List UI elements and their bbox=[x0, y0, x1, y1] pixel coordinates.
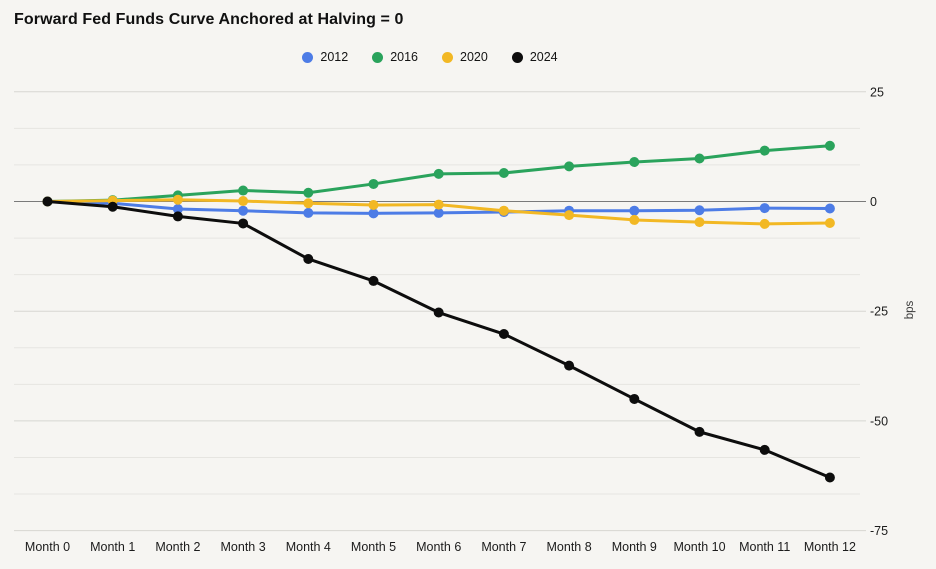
x-tick-label: Month 9 bbox=[612, 540, 657, 554]
data-point-2012-m10 bbox=[694, 205, 705, 216]
data-point-2020-m6 bbox=[433, 199, 444, 210]
data-point-2016-m8 bbox=[564, 161, 575, 172]
data-point-2016-m9 bbox=[629, 157, 640, 168]
legend-item-2024[interactable]: 2024 bbox=[511, 50, 558, 64]
legend-swatch-2020-icon bbox=[442, 51, 453, 63]
x-tick-label: Month 4 bbox=[286, 540, 331, 554]
data-point-2012-m9 bbox=[629, 205, 640, 216]
y-tick-label: -75 bbox=[870, 524, 888, 538]
x-tick-label: Month 10 bbox=[673, 540, 725, 554]
data-point-2012-m4 bbox=[303, 207, 314, 218]
data-point-2024-m10 bbox=[694, 426, 705, 437]
data-point-2020-m4 bbox=[303, 198, 314, 209]
data-point-2024-m11 bbox=[759, 444, 770, 455]
data-point-2012-m12 bbox=[824, 203, 835, 214]
data-point-2020-m5 bbox=[368, 200, 379, 211]
data-point-2020-m10 bbox=[694, 217, 705, 228]
data-point-2020-m8 bbox=[564, 210, 575, 221]
x-tick-label: Month 6 bbox=[416, 540, 461, 554]
data-point-2024-m6 bbox=[433, 307, 444, 318]
legend-item-2016[interactable]: 2016 bbox=[372, 50, 418, 64]
data-point-2024-m7 bbox=[498, 329, 509, 340]
data-point-2016-m3 bbox=[238, 185, 249, 196]
data-point-2020-m7 bbox=[498, 205, 509, 216]
x-tick-label: Month 7 bbox=[481, 540, 526, 554]
data-point-2024-m9 bbox=[629, 393, 640, 404]
data-point-2020-m11 bbox=[759, 218, 770, 229]
x-tick-label: Month 0 bbox=[25, 540, 70, 554]
data-point-2016-m12 bbox=[824, 140, 835, 151]
data-point-2020-m2 bbox=[172, 194, 183, 205]
legend: 2012 2016 2020 2024 bbox=[0, 50, 860, 64]
y-tick-label: 25 bbox=[870, 85, 884, 99]
data-point-2016-m4 bbox=[303, 187, 314, 198]
data-point-2016-m11 bbox=[759, 145, 770, 156]
x-tick-label: Month 12 bbox=[804, 540, 856, 554]
data-point-2012-m11 bbox=[759, 203, 770, 214]
data-point-2012-m2 bbox=[172, 203, 183, 214]
legend-swatch-2016-icon bbox=[372, 51, 384, 63]
x-tick-label: Month 3 bbox=[221, 540, 266, 554]
data-point-2024-m0 bbox=[42, 196, 53, 207]
series-line-2024 bbox=[46, 200, 832, 480]
x-tick-label: Month 11 bbox=[739, 540, 790, 554]
legend-label-2020: 2020 bbox=[460, 50, 488, 64]
legend-swatch-2024-icon bbox=[511, 51, 523, 63]
data-point-2016-m6 bbox=[433, 168, 444, 179]
data-point-2020-m9 bbox=[629, 214, 640, 225]
x-tick-label: Month 8 bbox=[547, 540, 592, 554]
chart-title: Forward Fed Funds Curve Anchored at Halv… bbox=[14, 11, 404, 28]
data-point-2024-m3 bbox=[238, 218, 249, 229]
x-tick-label: Month 1 bbox=[90, 540, 135, 554]
y-tick-label: -25 bbox=[870, 305, 888, 319]
data-point-2016-m5 bbox=[368, 178, 379, 189]
legend-label-2016: 2016 bbox=[390, 50, 418, 64]
data-point-2024-m5 bbox=[368, 275, 379, 286]
data-point-2016-m7 bbox=[498, 167, 509, 178]
data-point-2024-m4 bbox=[303, 253, 314, 264]
data-point-2024-m12 bbox=[824, 472, 835, 483]
y-tick-label: -50 bbox=[870, 414, 888, 428]
data-point-2016-m10 bbox=[694, 153, 705, 164]
data-point-2024-m2 bbox=[172, 211, 183, 222]
data-point-2024-m1 bbox=[107, 201, 118, 212]
x-tick-label: Month 5 bbox=[351, 540, 396, 554]
y-tick-label: 0 bbox=[870, 195, 877, 209]
x-tick-label: Month 2 bbox=[155, 540, 200, 554]
data-point-2012-m5 bbox=[368, 208, 379, 219]
legend-item-2012[interactable]: 2012 bbox=[302, 50, 348, 64]
legend-item-2020[interactable]: 2020 bbox=[442, 50, 488, 64]
data-point-2012-m6 bbox=[433, 207, 444, 218]
data-point-2020-m3 bbox=[238, 196, 249, 207]
y-axis-unit-label: bps bbox=[904, 300, 916, 319]
legend-swatch-2012-icon bbox=[302, 51, 314, 63]
legend-label-2012: 2012 bbox=[320, 50, 349, 64]
legend-label-2024: 2024 bbox=[529, 50, 558, 64]
data-point-2024-m8 bbox=[564, 360, 575, 371]
data-point-2020-m12 bbox=[824, 218, 835, 229]
data-point-2012-m3 bbox=[238, 205, 249, 216]
